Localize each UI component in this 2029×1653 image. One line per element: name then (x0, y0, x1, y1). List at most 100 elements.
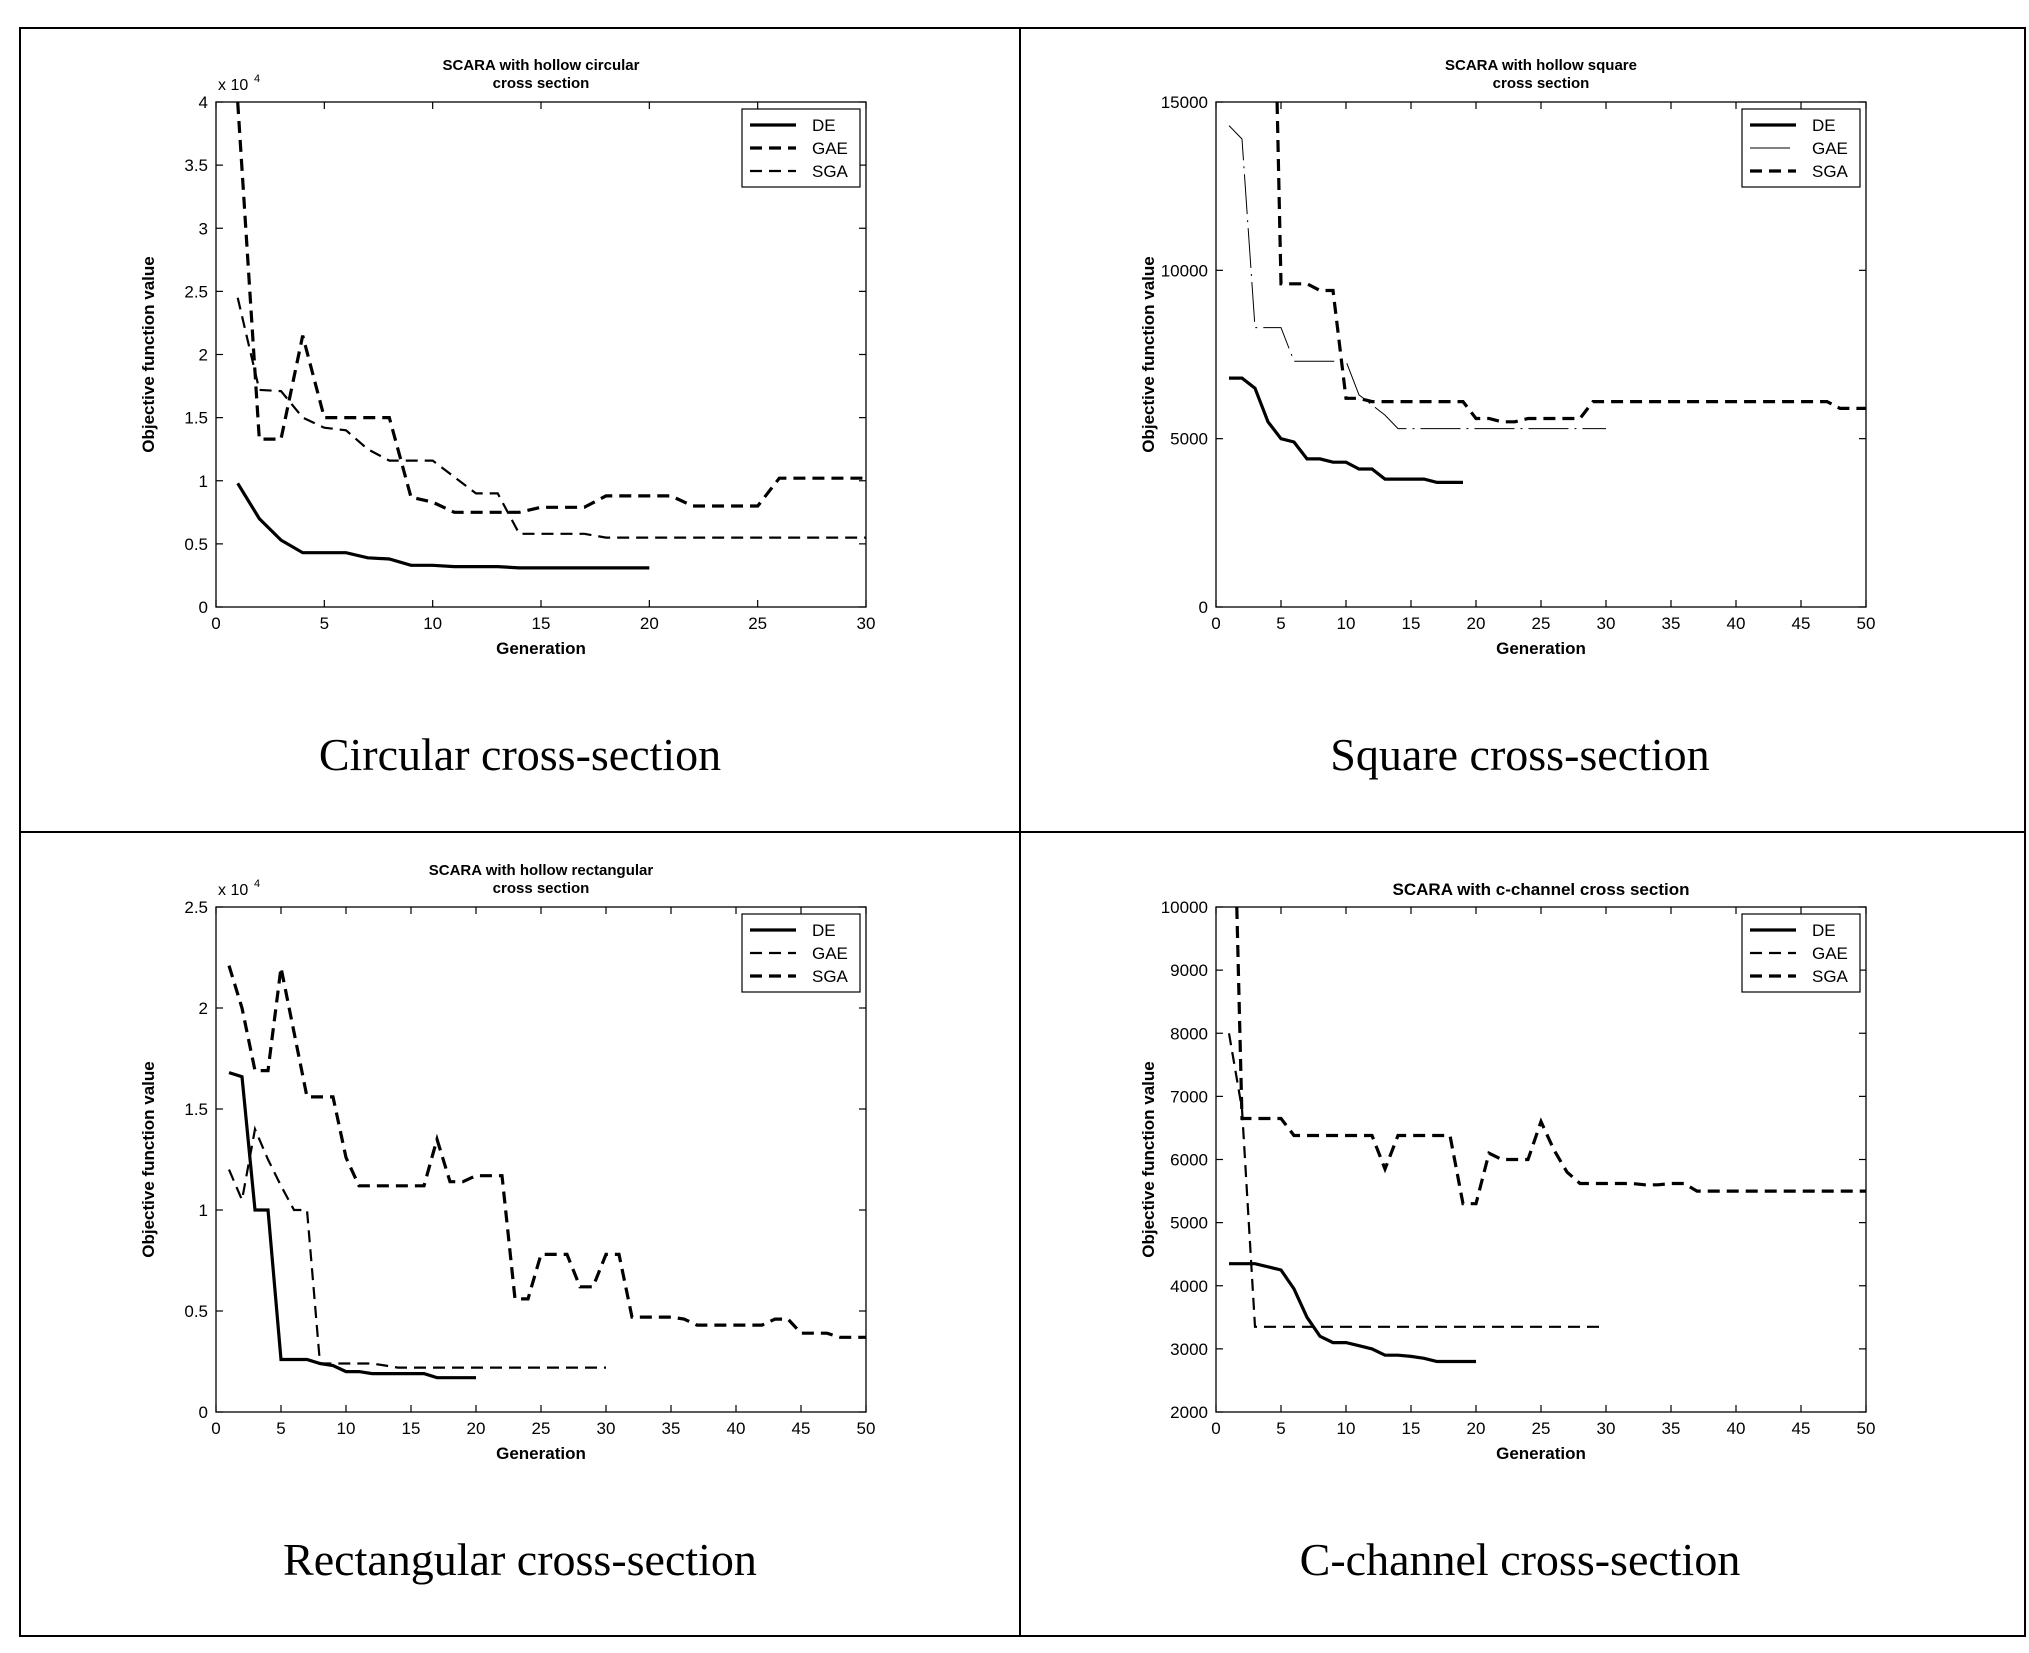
series-group (227, 965, 866, 1380)
y-tick-label: 7000 (1170, 1087, 1208, 1106)
series-line-de (1229, 376, 1463, 484)
chart-title-line: cross section (493, 75, 590, 92)
legend-label: SGA (812, 162, 849, 181)
x-tick-label: 50 (857, 1419, 876, 1438)
legend-label: SGA (1812, 967, 1849, 986)
x-tick-label: 10 (337, 1419, 356, 1438)
caption-square: Square cross-section (1330, 729, 1710, 780)
chart-square: 0 5 10 15 20 25 30 35 40 45 50 0 5000 10000 15000 SCARA… (1139, 57, 1876, 658)
chart-title-line: SCARA with hollow rectangular (429, 862, 654, 879)
x-tick-label: 20 (1467, 1419, 1486, 1438)
x-tick-label: 20 (467, 1419, 486, 1438)
series-line-gae (236, 102, 866, 514)
y-axis-label: Objective function value (139, 1061, 158, 1258)
y-tick-label: 4 (199, 93, 208, 112)
x-tick-label: 0 (211, 1419, 220, 1438)
x-tick-label: 30 (1597, 614, 1616, 633)
chart-circular: 0 5 10 15 20 25 30 0 0.5 1 1.5 2 2.5 3 3.5 4 x 10 4 SCARA … (139, 57, 876, 658)
series-line-de (228, 1071, 476, 1380)
x-tick-label: 25 (532, 1419, 551, 1438)
legend-label: DE (1812, 116, 1836, 135)
legend-label: DE (1812, 921, 1836, 940)
x-axis-label: Generation (1496, 639, 1586, 658)
y-tick-label: 3000 (1170, 1340, 1208, 1359)
x-tick-label: 35 (1662, 1419, 1681, 1438)
x-tick-label: 30 (857, 614, 876, 633)
caption-rectangular: Rectangular cross-section (283, 1534, 757, 1585)
y-tick-label: 1 (199, 1201, 208, 1220)
y-tick-label: 5000 (1170, 430, 1208, 449)
x-tick-label: 20 (640, 614, 659, 633)
y-axis-label: Objective function value (1139, 256, 1158, 453)
y-tick-label: 0.5 (184, 1302, 208, 1321)
series-group (1228, 102, 1866, 484)
x-tick-label: 35 (662, 1419, 681, 1438)
y-tick-label: 10000 (1161, 261, 1208, 280)
x-tick-label: 45 (1792, 1419, 1811, 1438)
x-tick-label: 5 (1276, 1419, 1285, 1438)
x-tick-label: 50 (1857, 1419, 1876, 1438)
y-tick-label: 2 (199, 999, 208, 1018)
legend-label: GAE (812, 944, 848, 963)
x-tick-label: 25 (748, 614, 767, 633)
legend-label: DE (812, 116, 836, 135)
y-tick-label: 2000 (1170, 1403, 1208, 1422)
x-tick-label: 15 (402, 1419, 421, 1438)
y-tick-label: 15000 (1161, 93, 1208, 112)
legend-label: SGA (812, 967, 849, 986)
y-tick-label: 2.5 (184, 282, 208, 301)
y-tick-label: 0 (199, 1403, 208, 1422)
legend-label: GAE (1812, 139, 1848, 158)
x-tick-label: 0 (1211, 1419, 1220, 1438)
y-axis-exponent-power: 4 (254, 878, 260, 890)
caption-c-channel: C-channel cross-section (1299, 1534, 1741, 1585)
x-tick-label: 25 (1532, 1419, 1551, 1438)
x-tick-label: 30 (597, 1419, 616, 1438)
y-axis-exponent: x 10 (218, 882, 248, 899)
y-tick-label: 3 (199, 219, 208, 238)
y-tick-label: 1.5 (184, 1100, 208, 1119)
chart-rectangular: 0 5 10 15 20 25 30 35 40 45 50 0 0.5 1 1.5 2 2.5 x 10 4 SCA… (139, 862, 876, 1463)
x-tick-label: 10 (423, 614, 442, 633)
y-tick-label: 0 (1199, 598, 1208, 617)
series-line-sga (1275, 102, 1866, 424)
legend-label: DE (812, 921, 836, 940)
x-tick-label: 10 (1337, 614, 1356, 633)
series-line-sga (1235, 907, 1866, 1206)
y-axis-exponent: x 10 (218, 77, 248, 94)
chart-title-line: SCARA with c-channel cross section (1393, 880, 1690, 899)
y-axis-exponent-power: 4 (254, 73, 260, 85)
legend-label: GAE (1812, 944, 1848, 963)
y-tick-label: 2.5 (184, 898, 208, 917)
y-tick-label: 5000 (1170, 1214, 1208, 1233)
x-tick-label: 0 (1211, 614, 1220, 633)
x-axis-label: Generation (496, 639, 586, 658)
chart-title-line: cross section (493, 880, 590, 897)
series-line-gae (1228, 125, 1606, 430)
x-tick-label: 15 (532, 614, 551, 633)
series-line-de (1229, 1262, 1476, 1364)
x-tick-label: 40 (1727, 1419, 1746, 1438)
legend-label: GAE (812, 139, 848, 158)
series-line-gae (227, 1125, 606, 1369)
x-tick-label: 45 (1792, 614, 1811, 633)
x-tick-label: 50 (1857, 614, 1876, 633)
x-tick-label: 40 (727, 1419, 746, 1438)
x-tick-label: 0 (211, 614, 220, 633)
y-tick-label: 4000 (1170, 1277, 1208, 1296)
y-tick-label: 9000 (1170, 961, 1208, 980)
x-tick-label: 15 (1402, 1419, 1421, 1438)
chart-c-channel: 0 5 10 15 20 25 30 35 40 45 50 2000 3000 4000 5000 6000… (1139, 880, 1876, 1463)
series-line-de (236, 482, 650, 570)
series-line-sga (227, 965, 866, 1339)
x-tick-label: 5 (1276, 614, 1285, 633)
y-tick-label: 2 (199, 346, 208, 365)
x-tick-label: 30 (1597, 1419, 1616, 1438)
x-tick-label: 45 (792, 1419, 811, 1438)
x-tick-label: 35 (1662, 614, 1681, 633)
y-tick-label: 0 (199, 598, 208, 617)
x-tick-label: 5 (276, 1419, 285, 1438)
x-tick-label: 5 (320, 614, 329, 633)
y-tick-label: 10000 (1161, 898, 1208, 917)
